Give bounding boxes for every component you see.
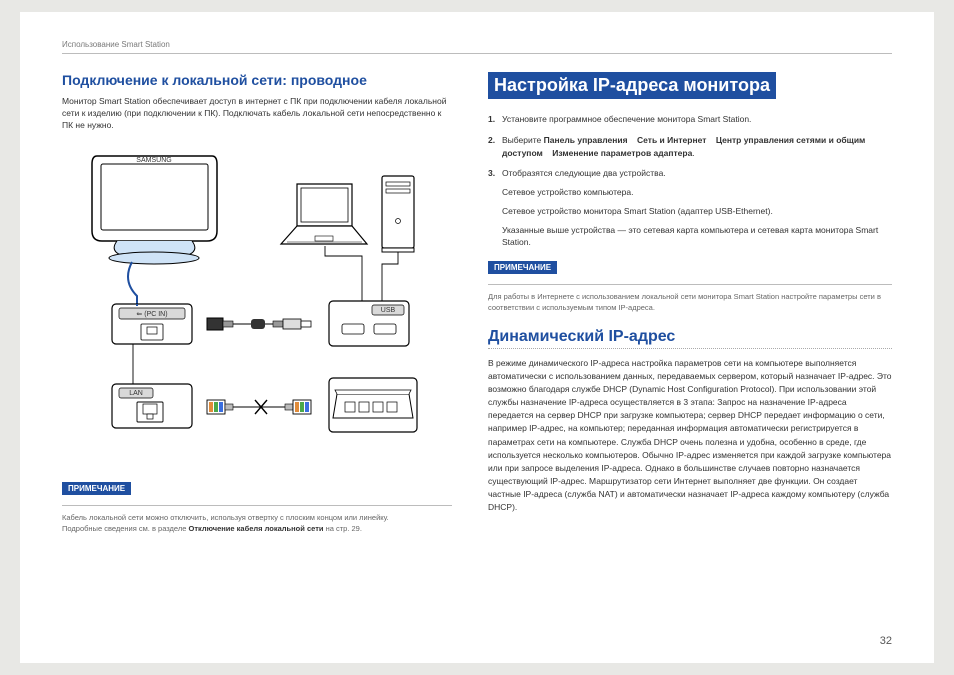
usb-port-box: USB [329,301,409,346]
note-badge: ПРИМЕЧАНИЕ [62,482,131,495]
content-columns: Подключение к локальной сети: проводное … [62,72,892,534]
svg-text:SAMSUNG: SAMSUNG [136,157,171,164]
note-line-2: Подробные сведения см. в разделе Отключе… [62,523,452,534]
step-3-sub3: Указанные выше устройства — это сетевая … [502,224,892,250]
usb-cable-icon [207,318,311,330]
laptop-icon [281,184,367,244]
step-3: Отобразятся следующие два устройства. Се… [488,167,892,249]
connection-diagram: SAMSUNG [77,146,437,466]
ethernet-cable-icon [207,400,311,414]
divider [62,505,452,506]
dynamic-ip-body: В режиме динамического IP-адреса настрой… [488,357,892,515]
lan-port-box: LAN [112,384,192,428]
note-badge: ПРИМЕЧАНИЕ [488,261,557,274]
right-note-text: Для работы в Интернете с использованием … [488,291,892,314]
left-note: ПРИМЕЧАНИЕ Кабель локальной сети можно о… [62,478,452,535]
router-icon [329,378,417,432]
note-line-1: Кабель локальной сети можно отключить, и… [62,512,452,523]
desktop-icon [382,176,414,252]
right-column: Настройка IP-адреса монитора Установите … [488,72,892,534]
breadcrumb: Использование Smart Station [62,40,170,49]
dynamic-ip-heading: Динамический IP-адрес [488,328,892,346]
document-page: Использование Smart Station Подключение … [20,12,934,663]
svg-text:LAN: LAN [129,390,143,397]
right-title: Настройка IP-адреса монитора [488,72,776,99]
left-heading: Подключение к локальной сети: проводное [62,72,452,88]
left-intro: Монитор Smart Station обеспечивает досту… [62,96,452,132]
page-header: Использование Smart Station [62,40,892,54]
steps-list: Установите программное обеспечение монит… [488,113,892,249]
svg-text:⇐ (PC IN): ⇐ (PC IN) [136,311,167,318]
step-3-sub1: Сетевое устройство компьютера. [502,186,892,199]
step-2: Выберите Панель управления Сеть и Интерн… [488,134,892,160]
pc-in-port: ⇐ (PC IN) [112,304,192,344]
right-note: ПРИМЕЧАНИЕ Для работы в Интернете с испо… [488,257,892,314]
left-column: Подключение к локальной сети: проводное … [62,72,452,534]
divider [488,284,892,285]
page-number: 32 [880,635,892,647]
dotted-rule [488,348,892,349]
monitor-icon: SAMSUNG [92,156,217,306]
step-1: Установите программное обеспечение монит… [488,113,892,126]
svg-text:USB: USB [381,307,396,314]
diagram-svg: SAMSUNG [77,146,437,466]
step-3-sub2: Сетевое устройство монитора Smart Statio… [502,205,892,218]
